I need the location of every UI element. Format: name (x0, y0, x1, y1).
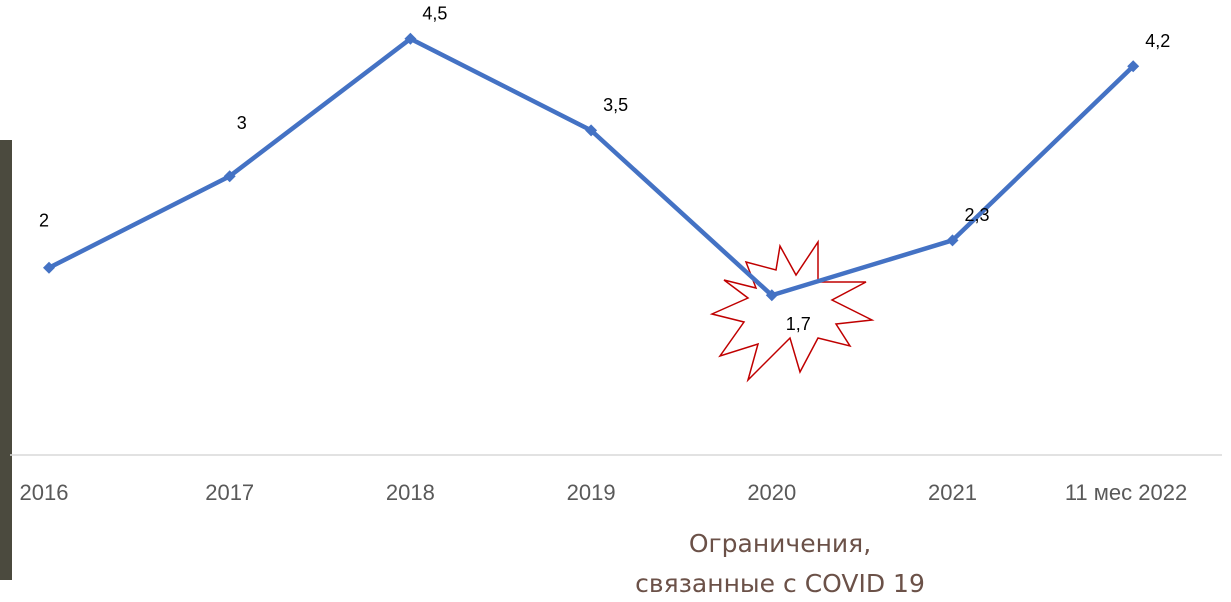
x-tick-label: 2017 (205, 480, 254, 505)
x-tick-label: 11 мес 2022 (1065, 480, 1187, 505)
annotation: Ограничения, (689, 529, 871, 558)
value-label: 3 (237, 113, 247, 133)
value-label: 1,7 (786, 314, 811, 334)
annotation: связанные с COVID 19 (635, 569, 925, 598)
value-label: 2 (39, 211, 49, 231)
marker (946, 234, 959, 247)
marker (404, 32, 417, 45)
marker (765, 289, 778, 302)
x-tick-label: 2020 (747, 480, 796, 505)
value-label: 3,5 (603, 95, 628, 115)
value-label: 2,3 (965, 205, 990, 225)
marker (223, 170, 236, 183)
x-tick-label: 2021 (928, 480, 977, 505)
x-tick-label: 2019 (567, 480, 616, 505)
value-label: 4,5 (422, 4, 447, 24)
marker (1127, 60, 1140, 73)
value-label: 4,2 (1145, 31, 1170, 51)
marker (585, 124, 598, 137)
x-tick-label: 2018 (386, 480, 435, 505)
x-tick-label: 2016 (20, 480, 69, 505)
marker (43, 261, 55, 274)
line (47, 36, 1135, 298)
background-strip (0, 140, 12, 580)
